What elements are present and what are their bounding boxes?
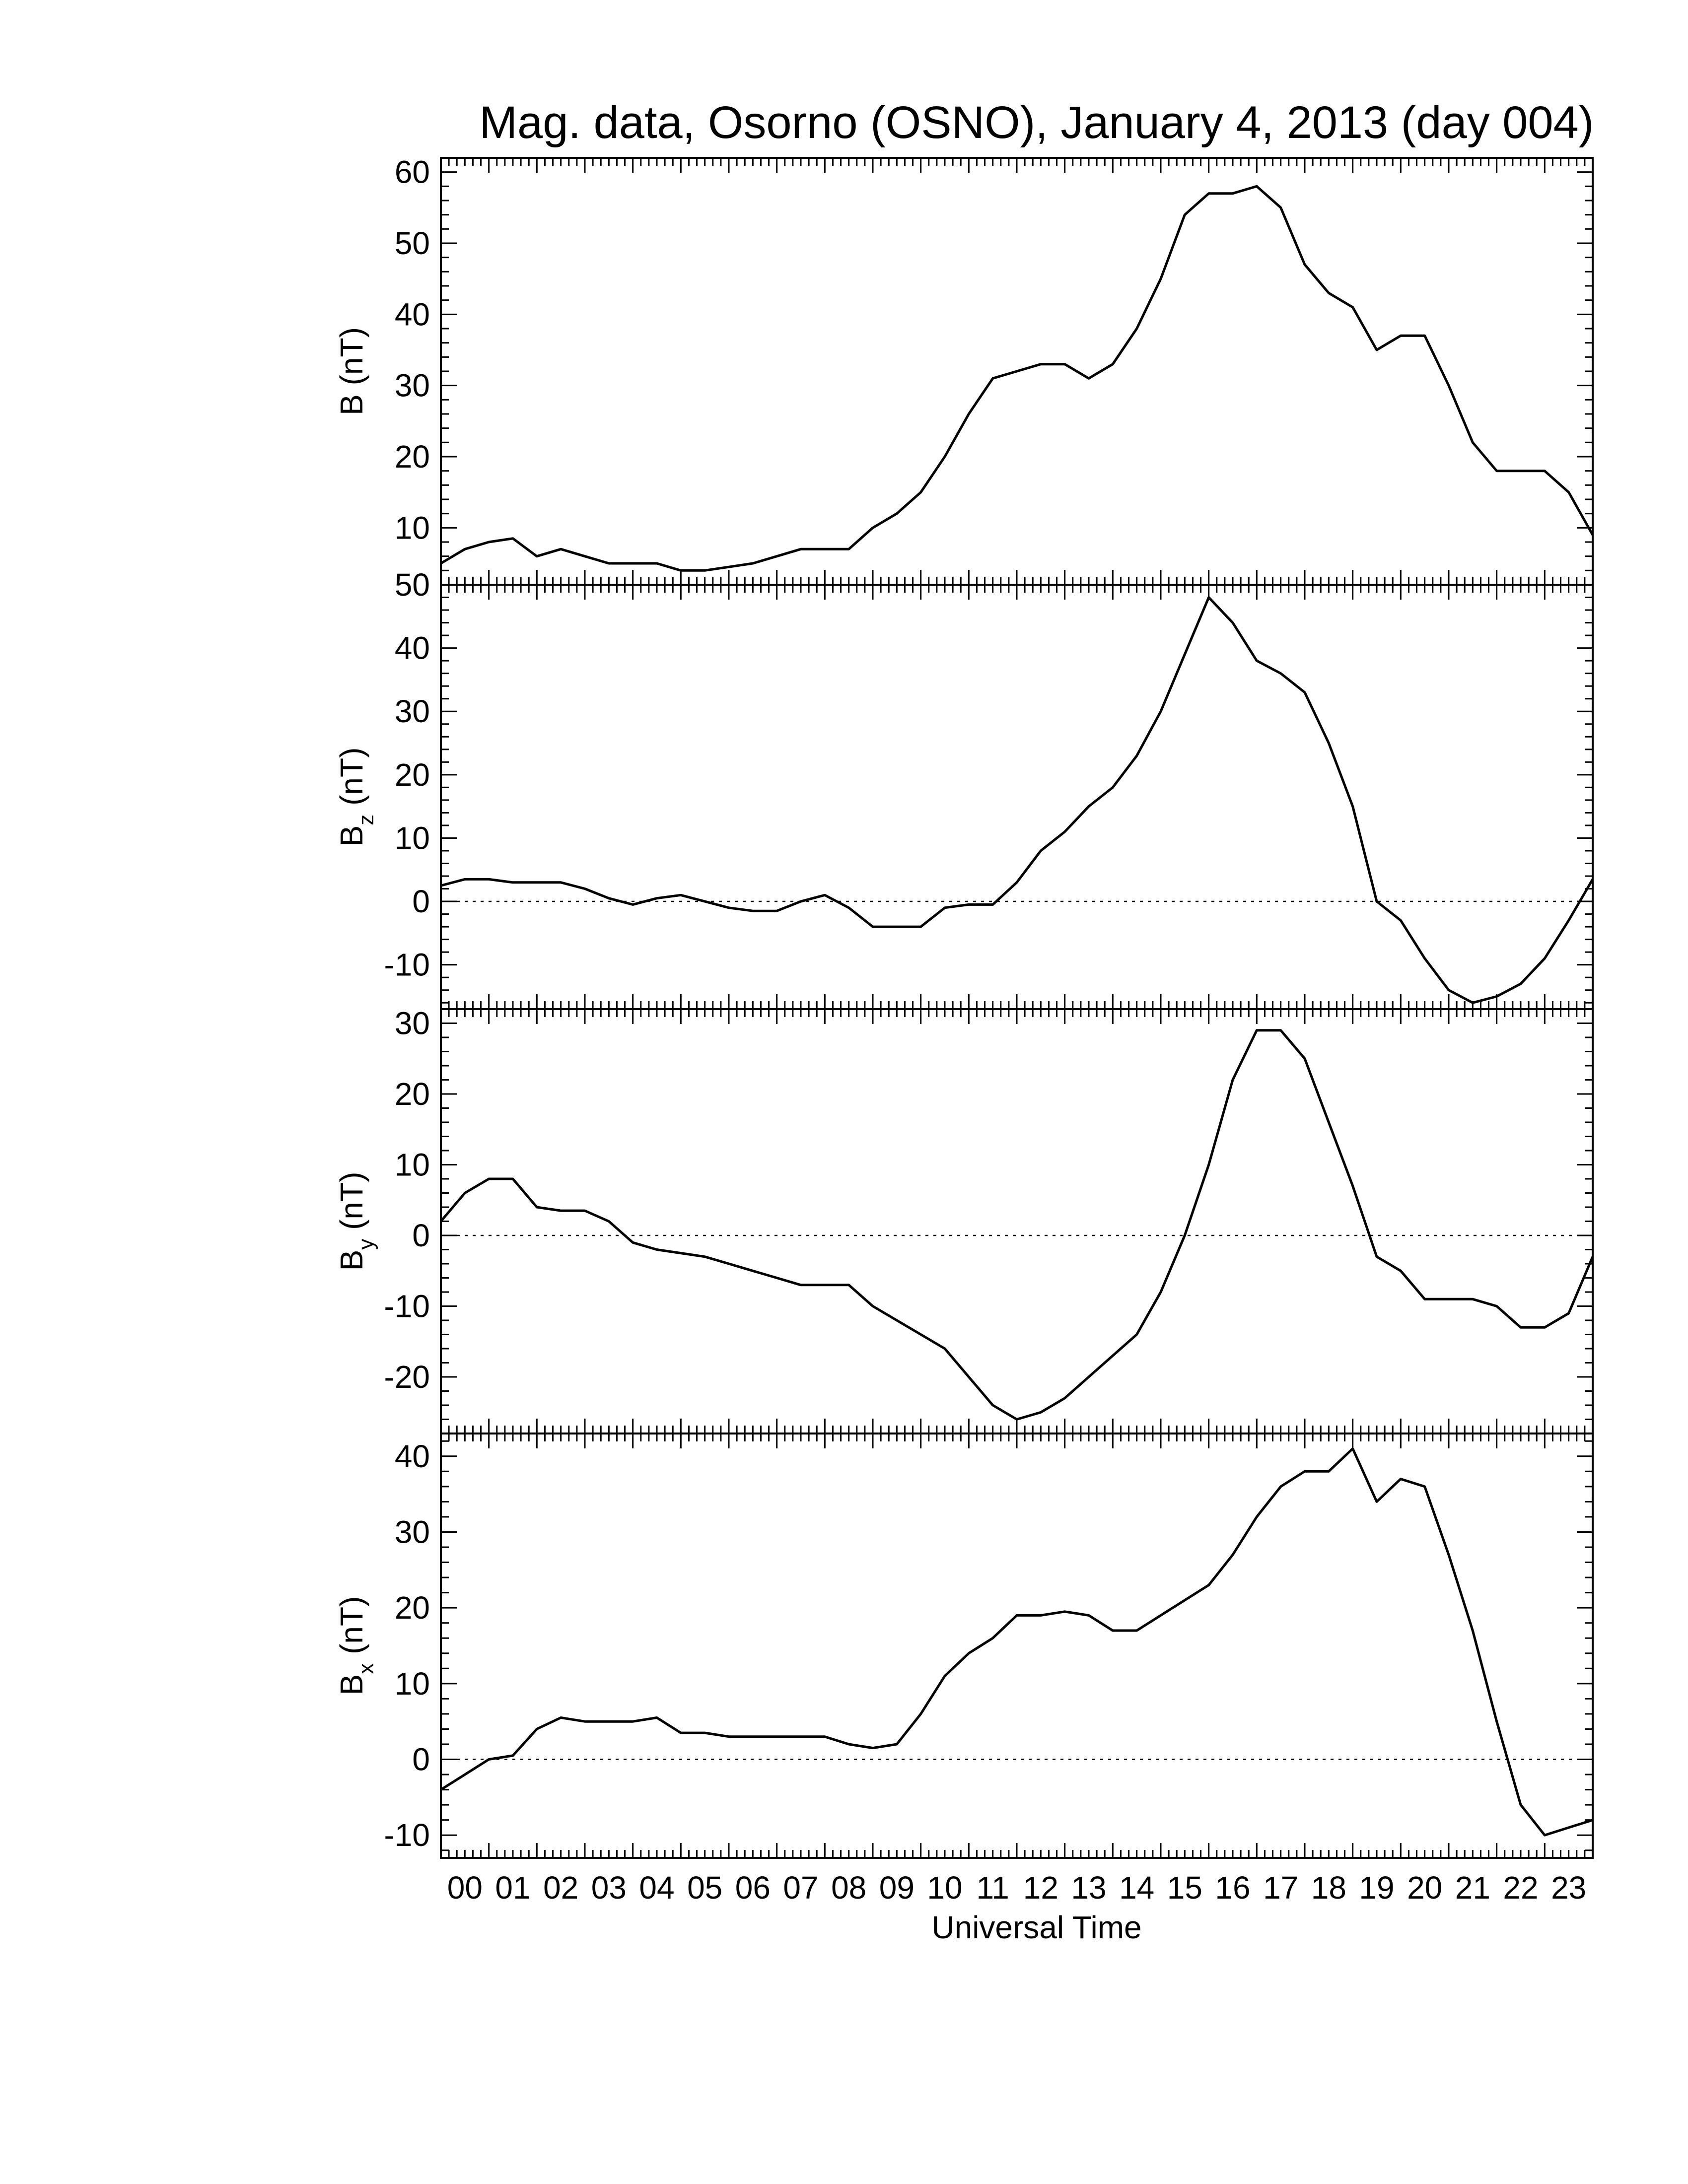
x-tick-label: 10 — [927, 1870, 962, 1906]
y-tick-label: 50 — [395, 225, 430, 261]
x-tick-label: 11 — [976, 1870, 1009, 1906]
y-tick-label: 10 — [395, 820, 430, 856]
y-tick-label: 10 — [395, 1666, 430, 1702]
y-axis-label-subscript: z — [354, 815, 378, 825]
y-axis-label-unit: (nT) — [334, 1172, 369, 1239]
y-tick-label: 10 — [395, 1147, 430, 1183]
y-axis-label-unit: (nT) — [334, 1596, 369, 1663]
y-axis-label-main: B — [334, 394, 369, 415]
x-tick-label: 05 — [687, 1870, 722, 1906]
y-tick-label: 30 — [395, 1514, 430, 1550]
y-axis-label-unit: (nT) — [334, 748, 369, 815]
x-tick-label: 08 — [831, 1870, 866, 1906]
x-tick-label: 18 — [1311, 1870, 1346, 1906]
panel-Bx: -10 0 10 20 30 40 Bx (nT) — [334, 1433, 1594, 1859]
y-axis-label: B (nT) — [334, 327, 369, 415]
y-axis-label-subscript: x — [354, 1663, 378, 1674]
x-tick-label: 09 — [879, 1870, 914, 1906]
y-axis-label: Bx (nT) — [334, 1596, 378, 1696]
y-tick-label: 40 — [395, 1438, 430, 1474]
chart-title: Mag. data, Osorno (OSNO), January 4, 201… — [480, 97, 1594, 148]
y-axis-label: By (nT) — [334, 1172, 378, 1271]
y-tick-label: 40 — [395, 296, 430, 332]
x-tick-label: 02 — [543, 1870, 578, 1906]
x-tick-label: 21 — [1455, 1870, 1490, 1906]
x-tick-label: 00 — [447, 1870, 483, 1906]
y-tick-label: 40 — [395, 630, 430, 666]
y-tick-label: 0 — [412, 884, 430, 919]
y-tick-label: 20 — [395, 1076, 430, 1112]
x-tick-label: 15 — [1167, 1870, 1202, 1906]
x-tick-label: 03 — [591, 1870, 627, 1906]
series-line-By — [440, 1029, 1594, 1421]
y-axis-label-main: B — [334, 1674, 369, 1696]
x-tick-label: 12 — [1023, 1870, 1058, 1906]
x-tick-label: 04 — [639, 1870, 674, 1906]
y-tick-label: 60 — [395, 154, 430, 190]
y-tick-label: 0 — [412, 1742, 430, 1777]
x-tick-label: 01 — [495, 1870, 530, 1906]
x-tick-label: 23 — [1551, 1870, 1586, 1906]
series-line-Bx — [440, 1447, 1593, 1837]
y-tick-label: -10 — [384, 947, 430, 983]
y-axis-label: Bz (nT) — [334, 748, 378, 847]
x-tick-label: 16 — [1215, 1870, 1250, 1906]
x-tick-label: 22 — [1503, 1870, 1538, 1906]
y-tick-label: 20 — [395, 1590, 430, 1626]
y-axis-label-unit: (nT) — [334, 327, 369, 394]
x-tick-label: 17 — [1263, 1870, 1298, 1906]
y-tick-label: -10 — [384, 1817, 430, 1853]
x-tick-labels: 00 01 02 03 04 05 06 07 08 09 10 11 12 13 14 15 16 17 18 19… — [447, 1870, 1587, 1906]
y-tick-label: 50 — [395, 567, 430, 603]
x-tick-label: 06 — [735, 1870, 771, 1906]
series-line-Bz — [440, 596, 1594, 1004]
x-tick-label: 14 — [1119, 1870, 1154, 1906]
y-axis-label-main: B — [334, 1250, 369, 1271]
y-axis-label-subscript: y — [354, 1239, 378, 1250]
y-tick-label: 30 — [395, 693, 430, 729]
y-tick-label: 30 — [395, 1006, 430, 1041]
y-tick-label: 30 — [395, 368, 430, 404]
y-tick-label: 20 — [395, 757, 430, 793]
y-tick-label: -20 — [384, 1359, 430, 1395]
x-tick-label: 19 — [1359, 1870, 1394, 1906]
series-line-B — [440, 185, 1594, 572]
x-tick-label: 20 — [1407, 1870, 1442, 1906]
y-tick-label: -10 — [384, 1289, 430, 1324]
y-axis-label-main: B — [334, 825, 369, 847]
panel-B: 10 20 30 40 50 60 B (nT) — [334, 154, 1594, 586]
y-tick-label: 10 — [395, 510, 430, 546]
x-axis-label: Universal Time — [931, 1910, 1141, 1945]
x-tick-label: 13 — [1071, 1870, 1106, 1906]
y-tick-label: 20 — [395, 439, 430, 475]
y-tick-label: 0 — [412, 1218, 430, 1253]
x-tick-label: 07 — [783, 1870, 818, 1906]
